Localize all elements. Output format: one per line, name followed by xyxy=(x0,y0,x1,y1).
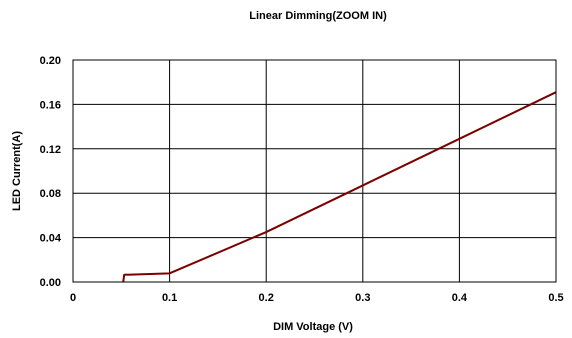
y-tick-label: 0.04 xyxy=(40,233,62,245)
y-tick-label: 0.00 xyxy=(40,277,61,289)
x-tick-label: 0.4 xyxy=(452,292,468,304)
x-axis-label: DIM Voltage (V) xyxy=(273,321,353,333)
x-tick-label: 0.5 xyxy=(548,292,563,304)
grid xyxy=(73,60,556,282)
series-line-1 xyxy=(122,91,557,283)
y-tick-label: 0.12 xyxy=(40,144,61,156)
x-tick-label: 0.1 xyxy=(162,292,177,304)
x-tick-label: 0 xyxy=(70,292,76,304)
y-tick-labels: 0.00 0.04 0.08 0.12 0.16 0.20 xyxy=(40,55,62,289)
chart-title: Linear Dimming(ZOOM IN) xyxy=(249,10,387,22)
y-tick-label: 0.20 xyxy=(40,55,61,67)
plot-frame xyxy=(72,59,557,283)
series-layer xyxy=(122,91,557,283)
y-tick-label: 0.16 xyxy=(40,99,61,111)
x-tick-label: 0.2 xyxy=(259,292,274,304)
x-tick-label: 0.3 xyxy=(355,292,370,304)
x-tick-labels: 0 0.1 0.2 0.3 0.4 0.5 xyxy=(70,292,564,304)
y-axis-label: LED Current(A) xyxy=(11,131,23,211)
y-tick-label: 0.08 xyxy=(40,188,61,200)
